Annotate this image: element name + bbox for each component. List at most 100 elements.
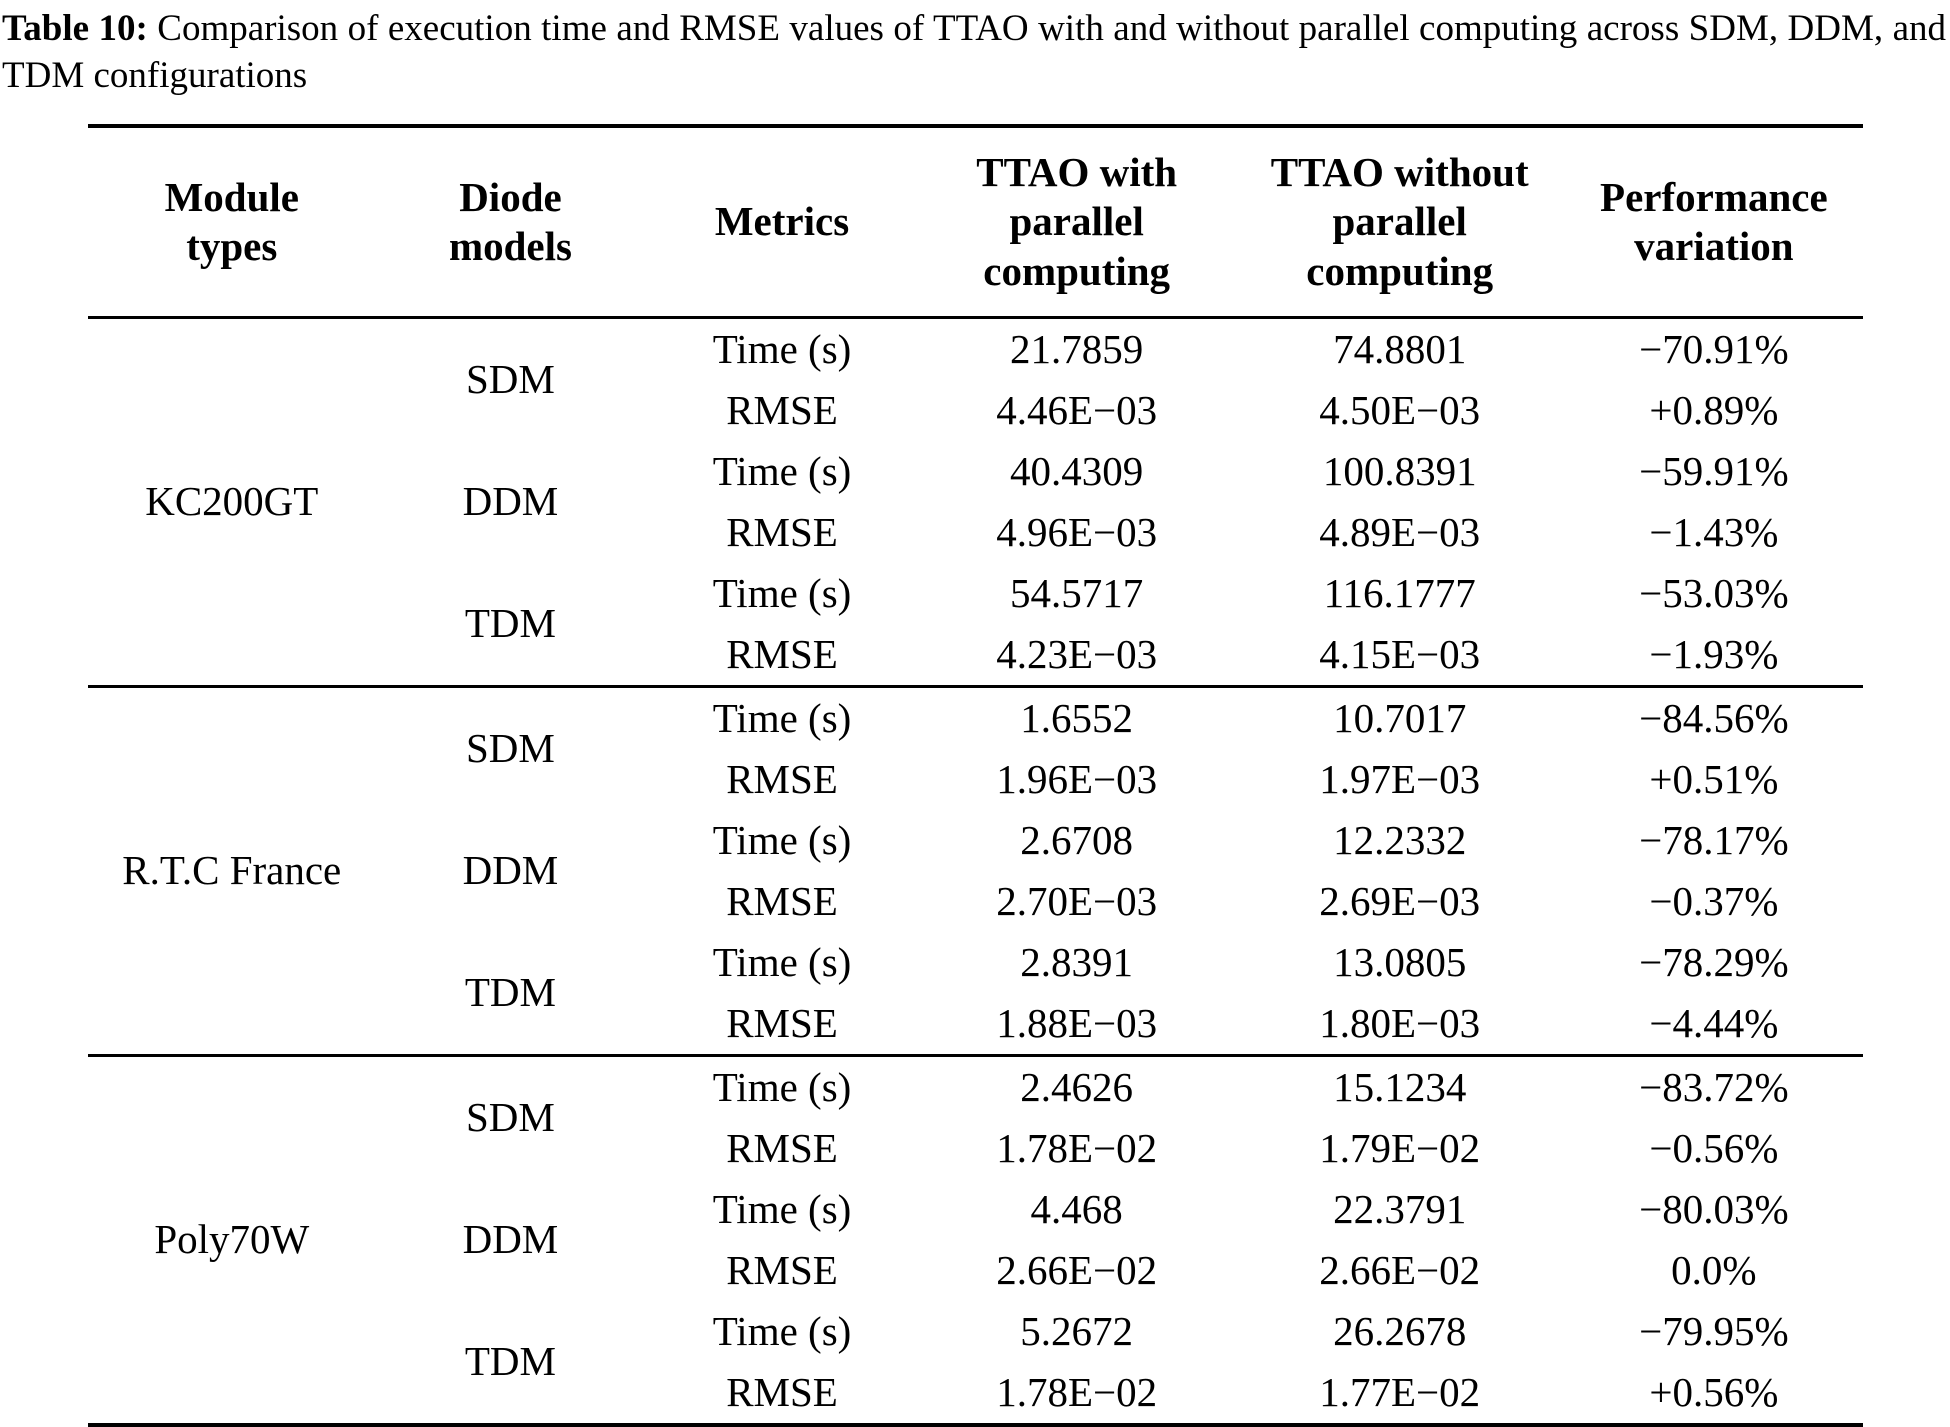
performance-variation-cell: +0.56%	[1649, 1368, 1779, 1415]
performance-variation-cell: −53.03%	[1639, 569, 1789, 616]
value-without-parallel-cell: 100.8391	[1322, 447, 1477, 494]
performance-variation-cell: −79.95%	[1639, 1307, 1789, 1354]
performance-variation-cell: −78.29%	[1639, 938, 1789, 985]
comparison-table: Module types Diode models Metrics TTAO with pa…	[88, 124, 1863, 1427]
table-caption-text: Comparison of execution time and RMSE va…	[2, 8, 1947, 96]
column-header-metrics: Metrics	[645, 126, 919, 319]
value-without-parallel-cell: 2.69E−03	[1319, 877, 1481, 924]
table-row: RMSE 2.70E−03 2.69E−03 −0.37%	[88, 871, 1863, 932]
diode-model-cell: TDM	[464, 1338, 556, 1385]
table-row: TDM Time (s) 2.8391 13.0805 −78.29%	[88, 932, 1863, 1013]
column-header-ttao-without-parallel-computing: TTAO without parallel computing	[1234, 126, 1565, 319]
value-with-parallel-cell: 5.2672	[1020, 1307, 1134, 1354]
table-row: TDM Time (s) 5.2672 26.2678 −79.95%	[88, 1301, 1863, 1383]
diode-model-cell: SDM	[375, 316, 646, 441]
performance-variation-cell: −78.17%	[1639, 816, 1789, 863]
performance-variation-cell: +0.51%	[1649, 755, 1779, 802]
value-without-parallel-cell: 22.3791	[1333, 1185, 1467, 1232]
metric-cell: RMSE	[726, 1124, 838, 1171]
value-without-parallel-cell: 10.7017	[1234, 685, 1565, 749]
value-without-parallel-cell: 12.2332	[1333, 816, 1467, 863]
table-row: DDM Time (s) 4.468 22.3791 −80.03%	[88, 1179, 1863, 1261]
metric-cell: Time (s)	[645, 685, 919, 749]
table-row: RMSE 4.46E−03 4.50E−03 +0.89%	[88, 380, 1863, 441]
metric-cell: Time (s)	[712, 816, 852, 863]
diode-model-cell: SDM	[375, 685, 646, 810]
value-with-parallel-cell: 40.4309	[1010, 447, 1144, 494]
metric-cell: Time (s)	[712, 1185, 852, 1232]
diode-model-cell: TDM	[464, 969, 556, 1016]
value-with-parallel-cell: 1.78E−02	[996, 1124, 1158, 1171]
performance-variation-cell: 0.0%	[1671, 1246, 1757, 1293]
table-row: RMSE 4.96E−03 4.89E−03 −1.43%	[88, 502, 1863, 563]
metric-cell: Time (s)	[712, 1307, 852, 1354]
column-header-performance-variation: Performance variation	[1564, 126, 1863, 319]
table-row: RMSE 2.66E−02 2.66E−02 0.0%	[88, 1240, 1863, 1301]
table-caption-label: Table 10:	[2, 8, 148, 49]
header-row: Module types Diode models Metrics TTAO with pa…	[88, 126, 1863, 319]
value-without-parallel-cell: 4.89E−03	[1319, 508, 1481, 555]
performance-variation-cell: −1.43%	[1649, 508, 1779, 555]
metric-cell: RMSE	[726, 755, 838, 802]
value-without-parallel-cell: 4.15E−03	[1319, 630, 1481, 677]
value-with-parallel-cell: 2.66E−02	[996, 1246, 1158, 1293]
metric-cell: RMSE	[726, 1246, 838, 1293]
table-row: KC200GT SDM Time (s) 21.7859 74.8801 −70.91%	[88, 316, 1863, 687]
performance-variation-cell: −83.72%	[1564, 1054, 1863, 1118]
metric-cell: Time (s)	[712, 569, 852, 616]
value-without-parallel-cell: 13.0805	[1333, 938, 1467, 985]
table-row: RMSE 4.23E−03 4.15E−03 −1.93%	[88, 624, 1863, 687]
module-cell: KC200GT	[88, 316, 376, 687]
table-caption: Table 10: Comparison of execution time a…	[0, 6, 1950, 99]
performance-variation-cell: −70.91%	[1564, 316, 1863, 380]
metric-cell: Time (s)	[645, 1054, 919, 1118]
value-with-parallel-cell: 4.23E−03	[996, 630, 1158, 677]
column-header-ttao-with-parallel-computing: TTAO with parallel computing	[918, 126, 1235, 319]
value-without-parallel-cell: 26.2678	[1333, 1307, 1467, 1354]
metric-cell: Time (s)	[712, 938, 852, 985]
module-cell: R.T.C France	[88, 685, 376, 1056]
value-with-parallel-cell: 4.468	[1030, 1185, 1123, 1232]
metric-cell: RMSE	[726, 630, 838, 677]
performance-variation-cell: −1.93%	[1649, 630, 1779, 677]
table-body: KC200GT SDM Time (s) 21.7859 74.8801 −70.91% R…	[88, 316, 1863, 1425]
performance-variation-cell: −0.37%	[1649, 877, 1779, 924]
value-with-parallel-cell: 2.4626	[918, 1054, 1235, 1118]
diode-model-cell: TDM	[464, 600, 556, 647]
metric-cell: RMSE	[726, 386, 838, 433]
value-with-parallel-cell: 4.96E−03	[996, 508, 1158, 555]
column-header-module-types: Module types	[88, 126, 376, 319]
value-without-parallel-cell: 1.77E−02	[1319, 1368, 1481, 1415]
table-row: TDM Time (s) 54.5717 116.1777 −53.03%	[88, 563, 1863, 644]
table-row: RMSE 1.88E−03 1.80E−03 −4.44%	[88, 993, 1863, 1056]
value-with-parallel-cell: 1.6552	[918, 685, 1235, 749]
value-with-parallel-cell: 21.7859	[918, 316, 1235, 380]
value-without-parallel-cell: 2.66E−02	[1319, 1246, 1481, 1293]
table-row: RMSE 1.96E−03 1.97E−03 +0.51%	[88, 749, 1863, 810]
value-with-parallel-cell: 2.6708	[1020, 816, 1134, 863]
value-without-parallel-cell: 1.97E−03	[1319, 755, 1481, 802]
value-with-parallel-cell: 2.8391	[1020, 938, 1134, 985]
table-header: Module types Diode models Metrics TTAO with pa…	[88, 126, 1863, 319]
metric-cell: RMSE	[726, 999, 838, 1046]
column-header-diode-models: Diode models	[375, 126, 646, 319]
metric-cell: RMSE	[726, 1368, 838, 1415]
table-row: DDM Time (s) 40.4309 100.8391 −59.91%	[88, 441, 1863, 523]
value-without-parallel-cell: 4.50E−03	[1319, 386, 1481, 433]
performance-variation-cell: −84.56%	[1564, 685, 1863, 749]
performance-variation-cell: +0.89%	[1649, 386, 1779, 433]
value-with-parallel-cell: 1.78E−02	[996, 1368, 1158, 1415]
performance-variation-cell: −80.03%	[1639, 1185, 1789, 1232]
value-with-parallel-cell: 2.70E−03	[996, 877, 1158, 924]
value-with-parallel-cell: 1.88E−03	[996, 999, 1158, 1046]
table-row: RMSE 1.78E−02 1.79E−02 −0.56%	[88, 1118, 1863, 1179]
value-with-parallel-cell: 4.46E−03	[996, 386, 1158, 433]
diode-model-cell: DDM	[462, 847, 559, 894]
metric-cell: RMSE	[726, 508, 838, 555]
table-row: R.T.C France SDM Time (s) 1.6552 10.7017 −84.…	[88, 685, 1863, 1056]
value-with-parallel-cell: 54.5717	[1010, 569, 1144, 616]
value-without-parallel-cell: 1.79E−02	[1319, 1124, 1481, 1171]
performance-variation-cell: −0.56%	[1649, 1124, 1779, 1171]
value-without-parallel-cell: 1.80E−03	[1319, 999, 1481, 1046]
performance-variation-cell: −59.91%	[1639, 447, 1789, 494]
